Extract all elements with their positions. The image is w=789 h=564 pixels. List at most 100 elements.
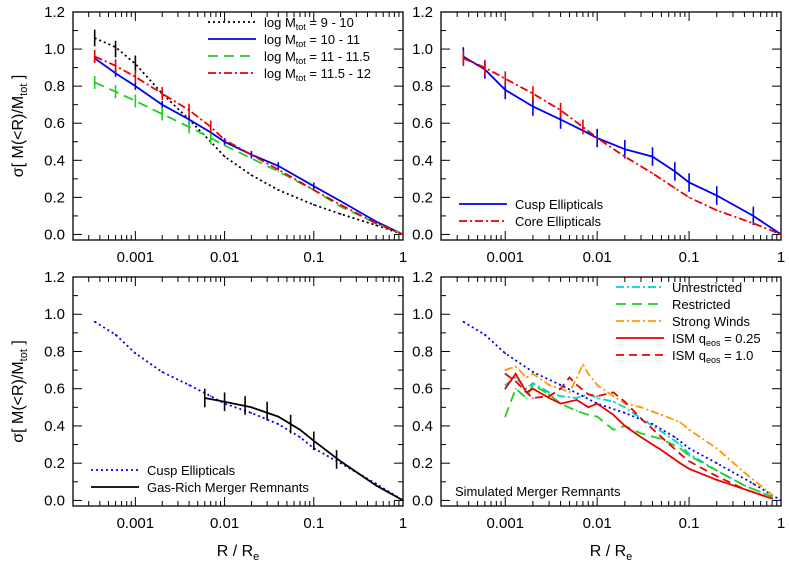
- y-tick-label: 0.0: [44, 492, 65, 509]
- data-point: [114, 46, 117, 49]
- data-point: [161, 371, 164, 373]
- data-point: [660, 413, 663, 416]
- data-point: [771, 497, 773, 500]
- data-point: [688, 467, 690, 470]
- data-point: [674, 436, 676, 438]
- data-point: [587, 373, 590, 375]
- y-tick-label: 1.0: [412, 306, 433, 323]
- data-point: [514, 365, 517, 368]
- y-tick-label: 0.6: [412, 115, 433, 132]
- data-point: [596, 137, 598, 139]
- data-point: [188, 109, 190, 112]
- series-line-3: [504, 362, 773, 496]
- data-point: [752, 222, 755, 225]
- data-point: [679, 443, 681, 446]
- data-point: [525, 397, 528, 399]
- legend-label: log Mtot = 11 - 11.5: [264, 49, 370, 66]
- data-point: [504, 415, 507, 418]
- data-point: [640, 417, 642, 420]
- data-point: [134, 76, 137, 78]
- x-tick-label: 1: [777, 515, 785, 532]
- data-point: [188, 126, 190, 128]
- y-tick-label: 0.2: [412, 455, 433, 472]
- data-point: [114, 72, 117, 74]
- data-point: [504, 77, 507, 80]
- data-point: [114, 90, 117, 93]
- data-point: [339, 203, 342, 206]
- data-point: [339, 213, 342, 215]
- data-point: [114, 333, 117, 336]
- data-point: [223, 139, 226, 141]
- data-point: [660, 430, 663, 433]
- data-point: [514, 373, 517, 375]
- data-point: [532, 371, 534, 373]
- data-point: [514, 387, 517, 390]
- data-point: [559, 402, 562, 405]
- data-point: [640, 406, 642, 409]
- data-point: [752, 482, 755, 485]
- data-point: [532, 373, 534, 375]
- x-tick-label: 0.001: [486, 249, 524, 266]
- data-point: [780, 233, 782, 236]
- data-point: [250, 412, 253, 414]
- data-point: [525, 387, 528, 390]
- data-point: [375, 224, 377, 226]
- data-point: [223, 140, 226, 143]
- data-point: [688, 196, 690, 199]
- data-point: [624, 412, 626, 414]
- data-point: [339, 205, 342, 208]
- data-point: [93, 55, 96, 58]
- x-tick-label: 1: [399, 515, 407, 532]
- legend-label: log Mtot = 10 - 11: [264, 32, 360, 49]
- legend-label: ISM qeos = 1.0: [672, 348, 753, 365]
- data-point: [532, 387, 534, 390]
- data-point: [223, 144, 226, 147]
- data-point: [532, 105, 534, 108]
- x-tick-label: 0.01: [583, 515, 612, 532]
- data-point: [587, 413, 590, 416]
- plot-frame: [72, 276, 404, 507]
- data-point: [624, 425, 626, 427]
- data-point: [277, 189, 280, 191]
- data-point: [660, 449, 663, 451]
- data-point: [582, 126, 584, 128]
- data-point: [679, 462, 681, 464]
- data-point: [640, 436, 642, 438]
- data-point: [277, 168, 280, 171]
- data-point: [743, 488, 746, 491]
- data-point: [277, 170, 280, 173]
- data-point: [209, 137, 212, 139]
- data-point: [375, 220, 377, 223]
- data-point: [688, 181, 690, 184]
- y-tick-label: 0.8: [44, 78, 65, 95]
- data-point: [375, 222, 377, 225]
- data-point: [312, 203, 315, 206]
- plot-frame: [440, 276, 782, 507]
- data-point: [575, 376, 578, 379]
- y-tick-label: 0.2: [44, 189, 65, 206]
- legend-label: Gas-Rich Merger Remnants: [147, 480, 309, 495]
- panel-bottom-left: 0.0 0.2 0.4 0.6 0.8 1.0 1.2 0.001 0.01 0.1 1 σ[ M(<…: [10, 269, 407, 563]
- data-point: [582, 363, 584, 366]
- data-point: [548, 397, 550, 399]
- x-tick-label: 0.1: [303, 249, 324, 266]
- data-point: [223, 400, 226, 403]
- y-tick-label: 0.2: [44, 455, 65, 472]
- data-point: [587, 406, 590, 409]
- data-point: [575, 410, 578, 412]
- data-point: [575, 397, 578, 399]
- data-point: [161, 113, 164, 115]
- data-point: [559, 395, 562, 397]
- legend-label: Restricted: [672, 297, 731, 312]
- data-point: [771, 495, 773, 498]
- data-point: [299, 428, 301, 431]
- data-point: [339, 200, 342, 202]
- x-tick-label: 0.01: [210, 515, 239, 532]
- plot-frame: [72, 11, 404, 241]
- y-tick-label: 0.4: [44, 418, 65, 435]
- legend-label: log Mtot = 9 - 10: [264, 15, 354, 32]
- data-point: [548, 393, 550, 396]
- data-point: [612, 400, 615, 403]
- data-point: [596, 415, 598, 418]
- panel-bottom-right: 0.0 0.2 0.4 0.6 0.8 1.0 1.2 0.001 0.01 0.1 1 R / Re…: [412, 269, 785, 563]
